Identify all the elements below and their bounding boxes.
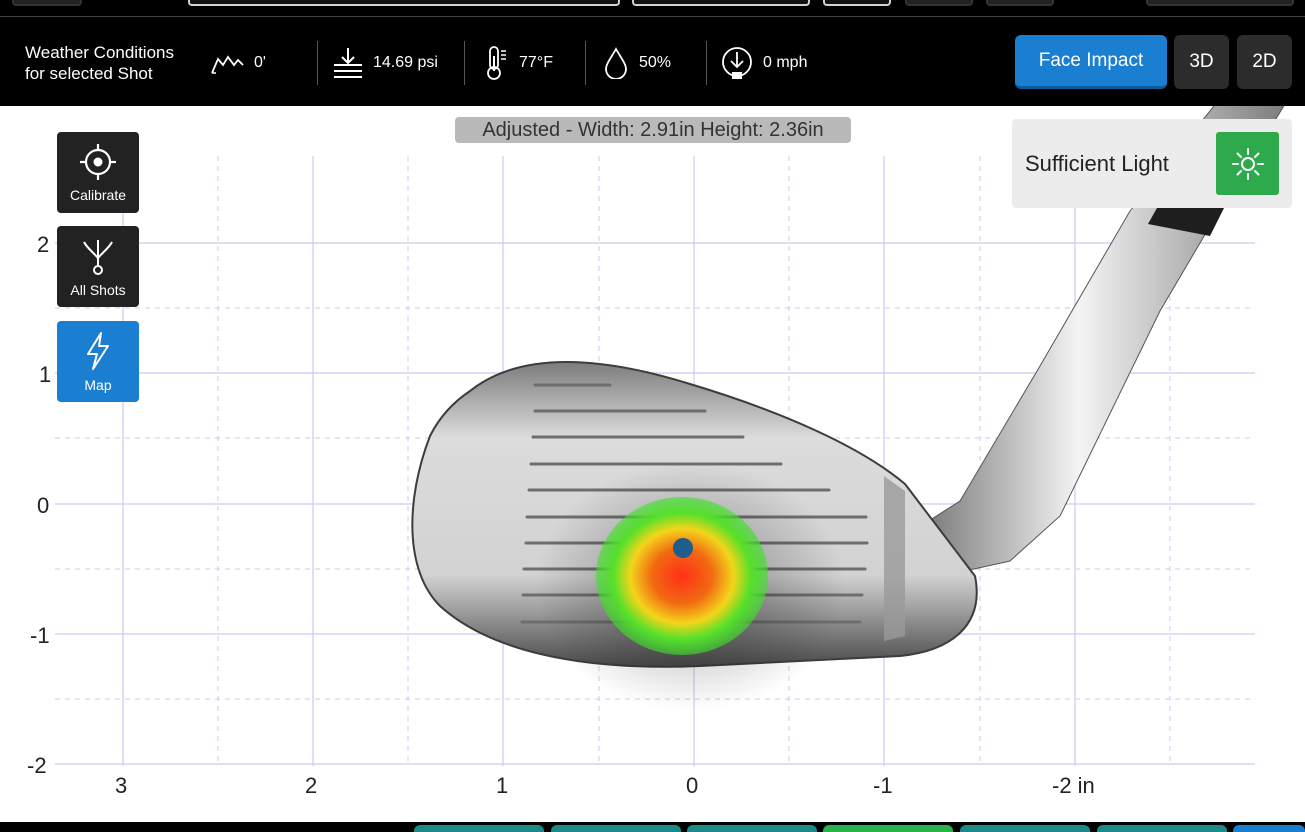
y-tick-label: 0: [37, 493, 50, 518]
face-impact-plot: [55, 106, 1285, 766]
bottom-tab[interactable]: [1233, 825, 1305, 832]
y-tick-label: 1: [39, 362, 52, 387]
humidity-drop-icon: [605, 47, 627, 79]
bottom-tab[interactable]: [414, 825, 544, 832]
x-tick-label: -2 in: [1052, 773, 1095, 798]
map-label: Map: [84, 376, 112, 393]
face-impact-button[interactable]: Face Impact: [1015, 35, 1167, 89]
weather-title-line1: Weather Conditions: [25, 43, 174, 62]
all-shots-button[interactable]: All Shots: [57, 226, 139, 307]
top-tab[interactable]: [986, 0, 1054, 6]
map-button[interactable]: Map: [57, 321, 139, 402]
bottom-tab[interactable]: [1097, 825, 1227, 832]
top-tab[interactable]: [12, 0, 82, 6]
altitude-readout: 0': [210, 47, 266, 79]
weather-title-line2: for selected Shot: [25, 64, 153, 83]
altitude-icon: [211, 55, 244, 74]
shots-spread-icon: [83, 239, 113, 275]
x-tick-label: 3: [115, 773, 128, 798]
crosshair-icon: [80, 143, 116, 180]
humidity-readout: 50%: [603, 47, 671, 79]
x-tick-label: 2: [305, 773, 318, 798]
impact-heatmap: [596, 497, 768, 655]
light-status-text: Sufficient Light: [1025, 151, 1169, 176]
light-status-panel: Sufficient Light: [1012, 119, 1292, 208]
bottom-tab[interactable]: [687, 825, 817, 832]
y-tick-label: -1: [30, 623, 50, 648]
y-tick-label: 2: [37, 232, 50, 257]
wind-icon: [722, 47, 752, 79]
altitude-value: 0': [254, 54, 266, 71]
face-impact-plot-area: 3 2 1 0 -1 -2 in 2 1 0 -1 -2 Adjusted - …: [0, 106, 1305, 822]
weather-title: Weather Conditions for selected Shot: [25, 42, 174, 84]
bottom-tab[interactable]: [823, 825, 953, 832]
lightning-icon: [87, 331, 109, 370]
bottom-tab[interactable]: [960, 825, 1090, 832]
divider: [706, 41, 707, 85]
y-tick-label: -2: [27, 753, 47, 778]
pressure-value: 14.69 psi: [373, 54, 438, 71]
wind-readout: 0 mph: [721, 47, 807, 79]
pressure-readout: 14.69 psi: [333, 47, 438, 79]
adjusted-size-label: Adjusted - Width: 2.91in Height: 2.36in: [455, 117, 851, 143]
bottom-tab-strip: [0, 822, 1305, 832]
2d-view-button[interactable]: 2D: [1237, 35, 1292, 89]
thermometer-icon: [487, 46, 506, 80]
all-shots-label: All Shots: [70, 281, 126, 298]
temperature-readout: 77°F: [483, 46, 553, 80]
pressure-icon: [334, 48, 362, 78]
x-tick-label: 0: [686, 773, 699, 798]
top-tab[interactable]: [632, 0, 810, 6]
light-indicator: [1216, 132, 1279, 195]
sun-icon: [1231, 147, 1264, 180]
top-tab[interactable]: [1146, 0, 1294, 6]
impact-point-marker[interactable]: [673, 538, 693, 558]
divider: [585, 41, 586, 85]
wind-value: 0 mph: [763, 54, 808, 71]
divider: [317, 41, 318, 85]
divider: [464, 41, 465, 85]
bottom-tab[interactable]: [551, 825, 681, 832]
top-tab-strip: [0, 0, 1305, 16]
top-tab[interactable]: [823, 0, 891, 6]
x-tick-label: -1: [873, 773, 893, 798]
weather-conditions-bar: Weather Conditions for selected Shot 0' …: [0, 16, 1305, 106]
temperature-value: 77°F: [519, 54, 553, 71]
calibrate-button[interactable]: Calibrate: [57, 132, 139, 213]
x-tick-label: 1: [496, 773, 509, 798]
top-tab[interactable]: [188, 0, 620, 6]
calibrate-label: Calibrate: [69, 186, 127, 203]
3d-view-button[interactable]: 3D: [1174, 35, 1229, 89]
top-tab[interactable]: [905, 0, 973, 6]
humidity-value: 50%: [639, 54, 672, 71]
